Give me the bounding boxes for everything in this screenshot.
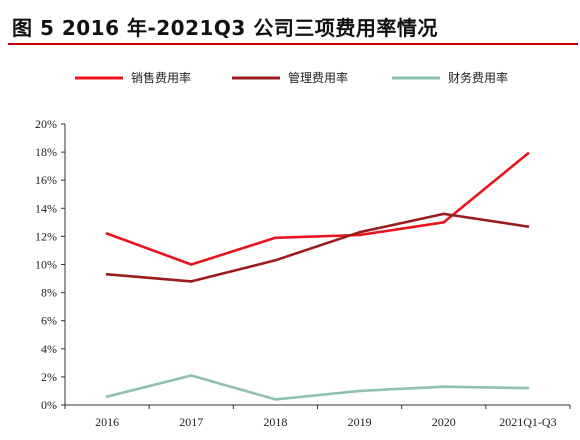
data-point xyxy=(274,236,277,240)
series-line-1 xyxy=(105,152,530,266)
y-tick-label: 6% xyxy=(41,314,57,328)
legend: 销售费用率 管理费用率 财务费用率 xyxy=(75,70,508,85)
data-point xyxy=(442,212,446,216)
legend-label: 管理费用率 xyxy=(288,70,348,85)
y-tick-label: 8% xyxy=(41,286,57,300)
y-tick-label: 4% xyxy=(41,342,57,356)
data-point xyxy=(526,152,530,155)
figure-title: 图 5 2016 年-2021Q3 公司三项费用率情况 xyxy=(12,16,438,40)
y-tick-label: 2% xyxy=(41,370,57,384)
x-tick-label: 2017 xyxy=(179,415,203,429)
data-point xyxy=(526,386,530,390)
x-tick-label: 2019 xyxy=(348,415,372,429)
data-point xyxy=(274,398,277,401)
y-tick-label: 10% xyxy=(35,258,57,272)
y-tick-label: 12% xyxy=(35,229,57,243)
data-point xyxy=(526,225,530,228)
series-line-3 xyxy=(105,374,530,401)
data-point xyxy=(189,263,193,266)
title-underline xyxy=(8,43,578,45)
y-tick-label: 16% xyxy=(35,173,57,187)
y-tick-label: 18% xyxy=(35,145,57,159)
data-point xyxy=(442,385,446,389)
x-tick-label: 2021Q1-Q3 xyxy=(499,415,556,429)
axes: 0% 2% 4% 6% 8% 10% 12% 14% 16% 18% 20% 2016 2017 2018… xyxy=(35,117,571,429)
series-line-2 xyxy=(105,212,530,283)
x-tick-label: 2020 xyxy=(432,415,456,429)
data-point xyxy=(358,230,361,234)
data-point xyxy=(189,374,193,377)
x-tick-label: 2018 xyxy=(263,415,287,429)
data-point xyxy=(358,233,361,237)
data-point xyxy=(442,221,446,224)
data-point xyxy=(358,389,361,393)
data-point xyxy=(105,395,109,398)
y-tick-label: 14% xyxy=(35,201,57,215)
series-lines xyxy=(105,152,530,401)
data-point xyxy=(189,280,193,283)
legend-label: 销售费用率 xyxy=(131,70,191,85)
x-tick-label: 2016 xyxy=(95,415,119,429)
legend-label: 财务费用率 xyxy=(448,70,508,85)
y-tick-label: 20% xyxy=(35,117,57,131)
figure-header: 图 5 2016 年-2021Q3 公司三项费用率情况 xyxy=(8,10,578,45)
data-point xyxy=(274,258,277,262)
y-tick-label: 0% xyxy=(41,398,57,412)
data-point xyxy=(105,232,109,235)
data-point xyxy=(105,273,109,276)
